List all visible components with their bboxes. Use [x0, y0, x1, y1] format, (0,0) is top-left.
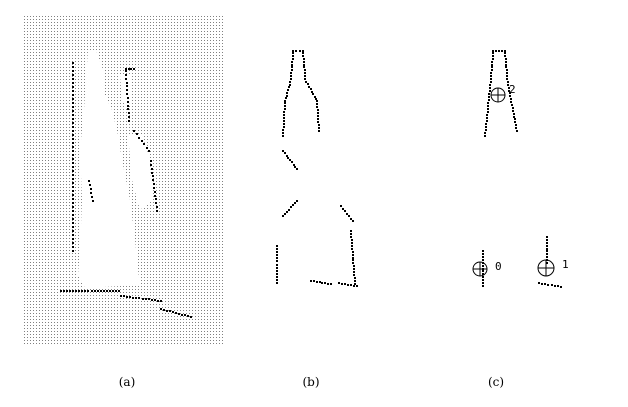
- caption-a: (a): [119, 375, 136, 389]
- panel-c-keypoints: 2 0 1: [472, 50, 569, 288]
- statue-torch-arm: [120, 75, 132, 110]
- caption-b: (b): [302, 375, 319, 389]
- keypoint-marker-1: [537, 259, 555, 277]
- keypoint-label-2: 2: [509, 83, 516, 96]
- panel-a-boundary-pixels: [60, 62, 192, 318]
- panel-c-segment-pixels: [482, 50, 562, 288]
- statue-tablet: [128, 135, 152, 210]
- keypoint-marker-2: [490, 87, 506, 103]
- panel-b-boundary-contour: [276, 50, 358, 287]
- keypoint-marker-0: [472, 261, 488, 277]
- caption-c: (c): [488, 375, 504, 389]
- keypoint-label-1: 1: [562, 258, 569, 271]
- keypoint-label-0: 0: [495, 260, 502, 273]
- statue-body: [78, 50, 140, 288]
- panel-a-silhouette-grid: [24, 16, 223, 344]
